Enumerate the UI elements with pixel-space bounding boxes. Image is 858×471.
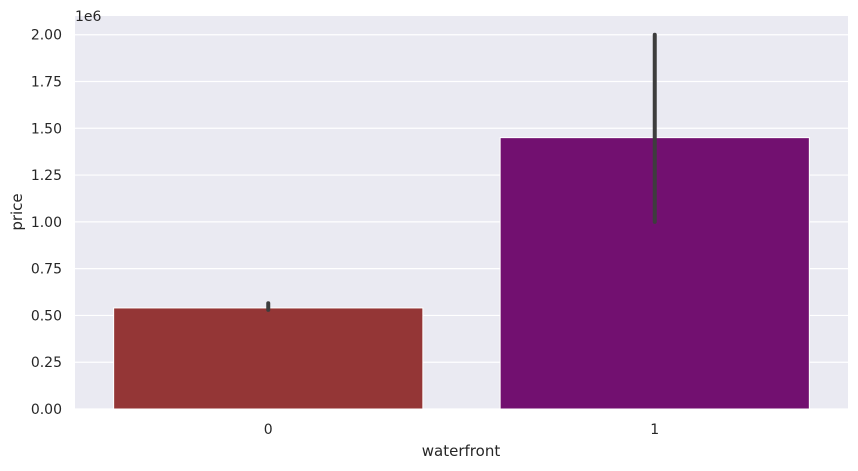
y-tick-labels: 0.00 0.25 0.50 0.75 1.00 1.25 1.50 1.75 2.00: [31, 28, 62, 418]
y-tick-label: 0.00: [31, 402, 62, 418]
y-tick-label: 0.50: [31, 308, 62, 324]
y-tick-label: 1.25: [31, 168, 62, 184]
bar: [113, 307, 424, 410]
y-tick-label: 1.75: [31, 75, 62, 91]
y-tick-label: 1.00: [31, 215, 62, 231]
y-tick-label: 2.00: [31, 28, 62, 44]
x-axis-label: waterfront: [422, 442, 501, 460]
y-offset-label: 1e6: [75, 9, 102, 25]
x-tick-label: 1: [650, 422, 659, 438]
y-tick-label: 0.75: [31, 262, 62, 278]
error-bars-group: [266, 32, 657, 312]
y-axis-label: price: [8, 193, 26, 230]
y-tick-label: 0.25: [31, 355, 62, 371]
x-tick-label: 0: [264, 422, 273, 438]
y-tick-label: 1.50: [31, 121, 62, 137]
